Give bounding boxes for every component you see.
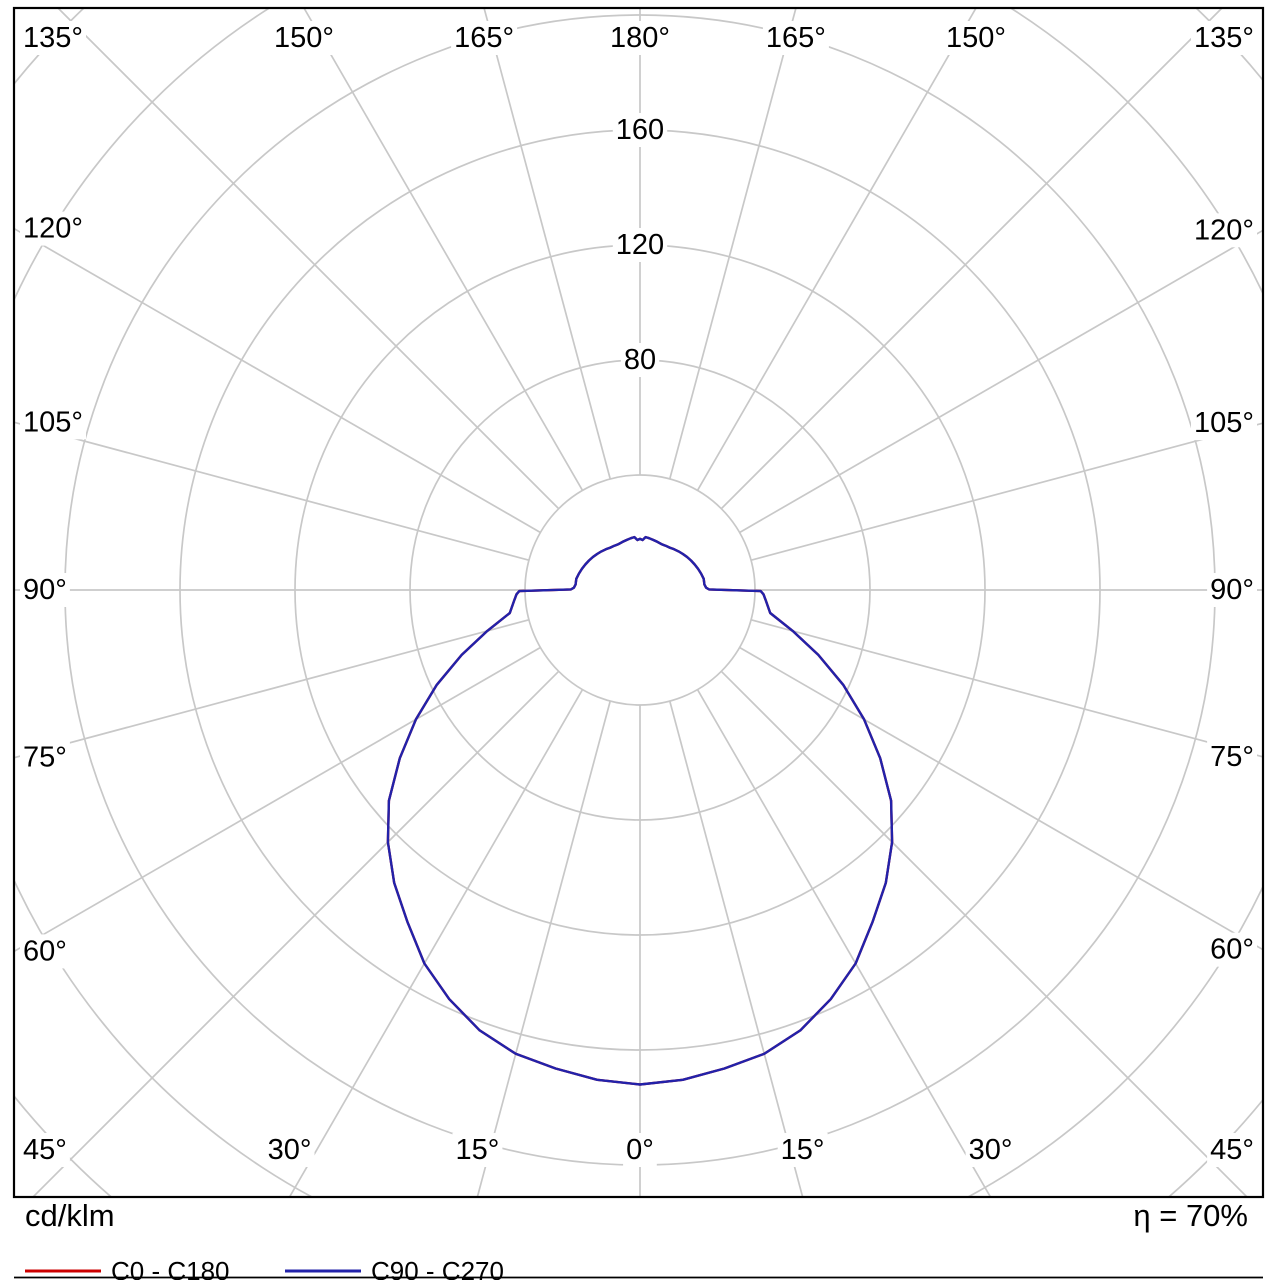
grid-spoke-15 bbox=[668, 700, 804, 1197]
grid-spoke-135 bbox=[720, 8, 1224, 510]
angle-label-180: 180° bbox=[610, 22, 670, 54]
angle-label-120-mirror-bg bbox=[20, 211, 86, 246]
ring-label-120: 120 bbox=[616, 229, 664, 261]
angle-label-165: 165° bbox=[766, 22, 826, 54]
angle-label-135-bg bbox=[1191, 21, 1257, 55]
ring-label-160-bg bbox=[612, 113, 668, 147]
angle-label-180-bg bbox=[607, 21, 673, 55]
grid-spoke-315 bbox=[31, 670, 560, 1197]
ring-label-160: 160 bbox=[616, 114, 664, 146]
angle-label-105-bg bbox=[1191, 406, 1257, 441]
grid-spoke-45 bbox=[720, 670, 1249, 1197]
grid-spoke-345 bbox=[476, 700, 612, 1197]
grid-spoke-60 bbox=[739, 646, 1263, 951]
efficiency-value: η = 70% bbox=[1133, 1198, 1248, 1233]
legend-label-c0-c180: C0 - C180 bbox=[111, 1256, 230, 1280]
angle-label-0: 0° bbox=[626, 1134, 654, 1166]
angle-label-15-mirror-bg bbox=[452, 1133, 503, 1167]
angle-label-165-mirror-bg bbox=[451, 21, 518, 55]
angle-label-105: 105° bbox=[1194, 407, 1254, 439]
grid-spoke-150 bbox=[696, 8, 978, 491]
angle-label-105-mirror: 105° bbox=[23, 406, 83, 438]
angle-label-135-mirror: 135° bbox=[23, 22, 83, 54]
angle-label-75-mirror: 75° bbox=[23, 742, 67, 774]
ring-label-80-bg bbox=[620, 343, 660, 377]
angle-label-120-bg bbox=[1191, 213, 1257, 248]
angle-label-150-mirror: 150° bbox=[274, 22, 334, 54]
grid-spoke-300 bbox=[14, 646, 541, 953]
grid-spoke-195 bbox=[483, 8, 612, 480]
angle-label-90: 90° bbox=[1210, 574, 1254, 606]
angle-label-150: 150° bbox=[946, 22, 1006, 54]
angle-label-90-mirror: 90° bbox=[23, 574, 67, 606]
angle-label-60: 60° bbox=[1210, 934, 1254, 966]
angle-label-45-bg bbox=[1207, 1133, 1257, 1167]
angle-label-105-mirror-bg bbox=[20, 405, 86, 440]
labels: 80 120 160 0° 15° 15° 30° 30° 45° 45° 60° 60° 75° 75°… bbox=[20, 21, 1257, 1167]
grid-spoke-285 bbox=[14, 618, 530, 759]
angle-label-0-bg bbox=[623, 1133, 657, 1167]
angle-label-90-mirror-bg bbox=[20, 573, 70, 607]
angle-label-165-mirror: 165° bbox=[454, 22, 514, 54]
angle-label-90-bg bbox=[1207, 573, 1257, 607]
angle-label-75-bg bbox=[1207, 739, 1257, 774]
ring-label-120-bg bbox=[612, 228, 668, 262]
angle-label-15-mirror: 15° bbox=[455, 1134, 499, 1166]
angle-label-15: 15° bbox=[781, 1134, 825, 1166]
angle-label-135-mirror-bg bbox=[20, 21, 86, 55]
angle-label-120: 120° bbox=[1194, 214, 1254, 246]
angle-label-135: 135° bbox=[1194, 22, 1254, 54]
angle-label-120-mirror: 120° bbox=[23, 213, 83, 245]
ring-label-80: 80 bbox=[624, 344, 656, 376]
grid-spoke-210 bbox=[302, 8, 584, 491]
angle-label-150-mirror-bg bbox=[271, 21, 337, 55]
grid-spoke-105 bbox=[750, 422, 1263, 562]
grid-spoke-330 bbox=[288, 689, 584, 1197]
angle-label-30: 30° bbox=[969, 1134, 1013, 1166]
angle-label-45-mirror-bg bbox=[20, 1133, 70, 1167]
angle-label-60-bg bbox=[1207, 932, 1257, 967]
distribution-curve-C90-C270 bbox=[386, 535, 894, 1086]
grid-spoke-75 bbox=[750, 618, 1263, 758]
grid-spoke-120 bbox=[739, 229, 1263, 534]
angle-label-75-mirror-bg bbox=[20, 740, 70, 775]
angle-label-15-bg bbox=[777, 1133, 828, 1167]
plot-frame bbox=[12, 6, 1265, 1199]
legend-label-c90-c270: C90 - C270 bbox=[371, 1256, 504, 1280]
angle-label-30-mirror-bg bbox=[264, 1133, 315, 1167]
grid-spoke-30 bbox=[696, 689, 992, 1197]
grid-spoke-165 bbox=[668, 8, 797, 480]
unit-label: cd/klm bbox=[25, 1198, 115, 1233]
angle-label-60-mirror-bg bbox=[20, 934, 70, 969]
angle-label-60-mirror: 60° bbox=[23, 935, 67, 967]
angle-label-45-mirror: 45° bbox=[23, 1134, 67, 1166]
angle-label-30-bg bbox=[965, 1133, 1016, 1167]
grid-spoke-255 bbox=[14, 421, 530, 562]
angle-label-150-bg bbox=[943, 21, 1009, 55]
angle-label-30-mirror: 30° bbox=[268, 1134, 312, 1166]
angle-label-165-bg bbox=[762, 21, 829, 55]
grid-spoke-225 bbox=[56, 8, 560, 510]
angle-label-45: 45° bbox=[1210, 1134, 1254, 1166]
grid-spoke-240 bbox=[14, 227, 541, 534]
angle-label-75: 75° bbox=[1210, 741, 1254, 773]
